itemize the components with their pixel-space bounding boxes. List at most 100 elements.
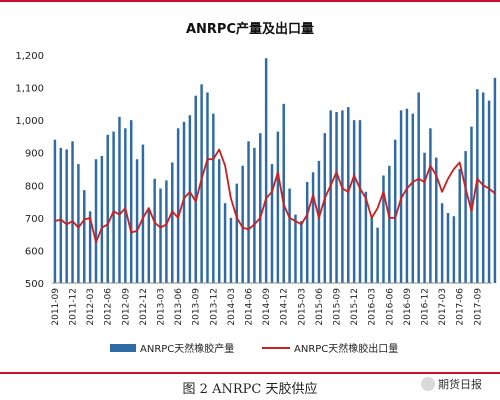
bar (53, 139, 57, 283)
x-tick-label: 2013-06 (174, 288, 184, 326)
bar-series (53, 58, 497, 284)
bar (253, 147, 256, 283)
figure-caption: 图 2 ANRPC 天胶供应 (182, 382, 318, 397)
bar (329, 110, 332, 283)
bar (65, 149, 68, 283)
bar (188, 115, 192, 283)
watermark-text: 期货日报 (438, 378, 482, 391)
bar (153, 178, 156, 283)
legend-label-production: ANRPC天然橡胶产量 (140, 342, 234, 355)
bar (382, 175, 385, 283)
bar (452, 216, 456, 283)
bar (411, 113, 415, 283)
chart-title: ANRPC产量及出口量 (185, 22, 315, 37)
bar (347, 107, 350, 283)
bar (487, 100, 491, 283)
x-tick-label: 2015-03 (297, 288, 307, 326)
bar (300, 221, 303, 283)
bar (335, 112, 338, 283)
bar (417, 92, 420, 283)
bar (282, 103, 285, 283)
y-tick-label: 900 (25, 149, 44, 160)
line-series (54, 148, 496, 244)
bar (476, 89, 479, 283)
bar (176, 128, 180, 283)
bar (112, 131, 115, 283)
bar (294, 214, 297, 283)
x-tick-label: 2015-06 (315, 288, 325, 326)
bar (217, 159, 221, 283)
bar (358, 120, 362, 284)
bar (171, 162, 174, 283)
bar (429, 128, 432, 283)
bar (423, 152, 426, 283)
bar (376, 227, 379, 283)
x-tick-label: 2014-03 (227, 288, 237, 326)
bar (311, 172, 315, 283)
bar (435, 157, 438, 283)
x-tick-label: 2015-12 (350, 288, 360, 326)
x-tick-label: 2014-12 (280, 288, 290, 326)
legend: ANRPC天然橡胶产量 ANRPC天然橡胶出口量 (110, 342, 398, 355)
y-tick-label: 1,200 (15, 51, 44, 62)
bar (129, 120, 133, 284)
x-tick-label: 2016-12 (421, 288, 431, 326)
x-tick-label: 2016-09 (403, 288, 413, 326)
bar (305, 182, 309, 283)
bar (88, 211, 92, 283)
bar (206, 92, 209, 283)
bar (106, 134, 109, 283)
y-tick-label: 500 (25, 279, 44, 290)
bar (270, 164, 274, 283)
x-tick-label: 2012-06 (104, 288, 114, 326)
bar (135, 159, 139, 283)
bar (446, 212, 450, 283)
bar (364, 191, 368, 283)
bar (59, 147, 63, 283)
bar (370, 216, 373, 283)
y-tick-label: 1,000 (15, 116, 44, 127)
x-tick-label: 2012-03 (86, 288, 96, 326)
x-tick-label: 2013-09 (192, 288, 202, 326)
x-tick-label: 2017-03 (438, 288, 448, 326)
bar (118, 116, 121, 283)
x-tick-label: 2013-03 (157, 288, 167, 326)
x-tick-label: 2013-12 (209, 288, 219, 326)
bar (405, 108, 409, 283)
bar (393, 139, 397, 283)
bar (212, 113, 215, 283)
bar (276, 131, 280, 283)
bar (259, 133, 262, 283)
bar (159, 188, 162, 283)
x-tick-label: 2011-12 (69, 288, 79, 326)
bar (264, 58, 268, 283)
bottom-rule (0, 372, 500, 374)
x-tick-label: 2015-09 (333, 288, 343, 326)
bar (235, 183, 239, 283)
bar (77, 164, 80, 283)
export-line (54, 148, 496, 244)
bar (182, 121, 186, 284)
x-tick-label: 2014-06 (245, 288, 255, 326)
bar (83, 190, 86, 283)
bar (352, 120, 356, 284)
x-tick-label: 2016-06 (385, 288, 395, 326)
bar (165, 180, 168, 283)
watermark: 期货日报 (421, 376, 482, 392)
bar (440, 203, 444, 283)
bar (94, 159, 98, 283)
top-rule (0, 0, 500, 2)
bar (124, 128, 127, 283)
bar (317, 160, 321, 283)
y-tick-label: 800 (25, 181, 44, 192)
bar (288, 188, 291, 283)
x-axis: 2011-09 2011-12 2012-03 2012-06 2012-09 2012-… (51, 282, 492, 326)
bar (147, 209, 151, 283)
x-tick-label: 2017-09 (473, 288, 483, 326)
x-tick-label: 2016-03 (368, 288, 378, 326)
x-tick-label: 2017-06 (456, 288, 466, 326)
bar (223, 203, 227, 283)
bar (388, 165, 391, 283)
bar (458, 169, 461, 283)
